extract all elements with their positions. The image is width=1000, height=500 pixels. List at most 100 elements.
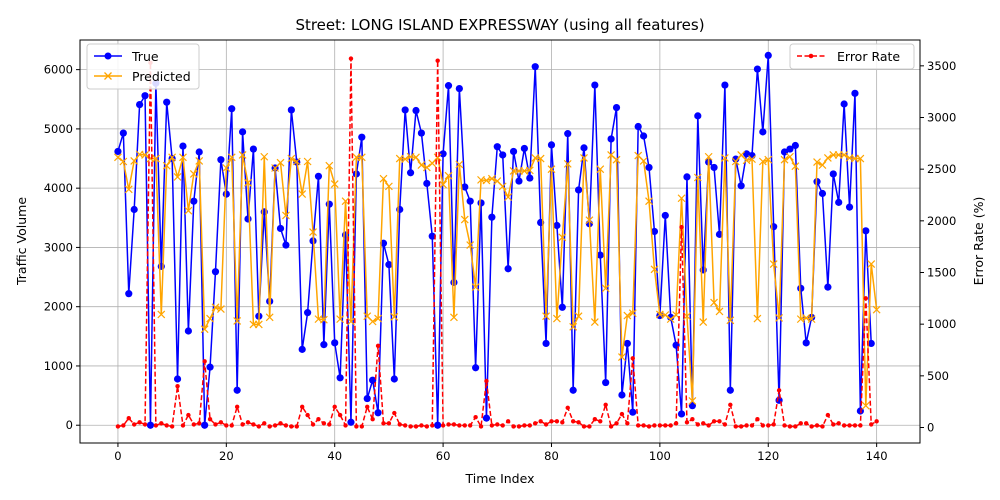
point-predicted bbox=[265, 313, 274, 322]
x-tick-label: 100 bbox=[649, 449, 671, 463]
point-error-rate bbox=[809, 424, 814, 429]
point-true bbox=[640, 132, 648, 140]
x-tick-label: 60 bbox=[436, 449, 451, 463]
point-error-rate bbox=[430, 423, 435, 428]
x-tick-label: 80 bbox=[544, 449, 559, 463]
point-error-rate bbox=[717, 419, 722, 424]
point-error-rate bbox=[299, 404, 305, 410]
point-predicted bbox=[720, 154, 729, 162]
point-predicted bbox=[525, 166, 534, 175]
point-predicted bbox=[368, 317, 377, 326]
point-true bbox=[553, 221, 561, 230]
point-error-rate bbox=[581, 424, 587, 429]
point-predicted bbox=[238, 151, 247, 159]
point-true bbox=[488, 213, 496, 221]
point-predicted bbox=[444, 171, 453, 180]
point-error-rate bbox=[489, 423, 495, 428]
point-true bbox=[304, 309, 312, 317]
point-true bbox=[564, 130, 572, 138]
point-predicted bbox=[379, 174, 388, 183]
legend-true-marker bbox=[104, 52, 112, 60]
legend-left: True Predicted bbox=[86, 43, 200, 90]
point-predicted bbox=[119, 157, 128, 166]
point-predicted bbox=[693, 173, 702, 182]
point-true bbox=[184, 327, 192, 335]
point-true bbox=[661, 211, 669, 220]
point-predicted bbox=[861, 401, 870, 410]
point-predicted bbox=[151, 154, 160, 163]
point-error-rate bbox=[614, 421, 619, 426]
point-true bbox=[862, 227, 870, 235]
point-error-rate bbox=[169, 424, 175, 429]
point-predicted bbox=[390, 312, 399, 321]
point-error-rate bbox=[630, 356, 635, 361]
point-true bbox=[385, 261, 393, 269]
point-error-rate bbox=[728, 402, 733, 407]
point-error-rate bbox=[831, 422, 836, 427]
point-error-rate bbox=[316, 417, 321, 422]
point-true bbox=[737, 182, 745, 190]
point-true bbox=[466, 197, 474, 205]
point-error-rate bbox=[711, 419, 717, 424]
point-error-rate bbox=[858, 423, 863, 428]
point-error-rate bbox=[424, 424, 430, 429]
point-error-rate bbox=[641, 423, 646, 428]
point-predicted bbox=[699, 318, 708, 327]
right-tick-label: 3000 bbox=[927, 111, 956, 125]
point-error-rate bbox=[126, 416, 131, 421]
point-error-rate bbox=[473, 414, 478, 420]
point-predicted bbox=[688, 396, 697, 405]
point-true bbox=[542, 339, 550, 348]
point-predicted bbox=[303, 157, 312, 166]
point-error-rate bbox=[755, 417, 760, 422]
point-error-rate bbox=[159, 421, 164, 426]
point-true bbox=[141, 92, 149, 100]
point-true bbox=[390, 375, 398, 383]
point-error-rate bbox=[164, 423, 169, 428]
point-true bbox=[228, 105, 236, 113]
point-error-rate bbox=[522, 423, 527, 428]
point-error-rate bbox=[354, 424, 359, 429]
point-predicted bbox=[818, 161, 827, 169]
point-error-rate bbox=[153, 423, 159, 428]
point-true bbox=[358, 133, 366, 141]
point-predicted bbox=[590, 318, 599, 327]
point-true bbox=[797, 284, 805, 292]
point-true bbox=[650, 227, 659, 236]
point-predicted bbox=[460, 215, 469, 224]
point-error-rate bbox=[587, 424, 592, 429]
point-error-rate bbox=[131, 422, 137, 427]
point-predicted bbox=[645, 197, 653, 206]
point-error-rate bbox=[272, 423, 278, 428]
point-predicted bbox=[558, 233, 567, 242]
point-predicted bbox=[758, 157, 767, 166]
point-predicted bbox=[677, 194, 686, 203]
point-error-rate bbox=[576, 420, 581, 425]
point-error-rate bbox=[213, 422, 218, 427]
point-error-rate bbox=[495, 422, 500, 427]
point-predicted bbox=[856, 154, 865, 163]
point-predicted bbox=[753, 314, 762, 323]
point-error-rate bbox=[175, 383, 180, 389]
point-predicted bbox=[206, 314, 214, 323]
point-predicted bbox=[612, 155, 621, 164]
right-tick-label: 3500 bbox=[927, 59, 956, 73]
point-true bbox=[759, 128, 767, 136]
point-true bbox=[526, 174, 534, 182]
point-true bbox=[520, 144, 528, 153]
point-error-rate bbox=[533, 421, 538, 426]
point-predicted bbox=[162, 161, 171, 170]
point-error-rate bbox=[625, 421, 630, 426]
point-error-rate bbox=[847, 423, 852, 428]
x-axis-ticks: 0 20 40 60 80 100 120 140 bbox=[114, 443, 888, 463]
point-error-rate bbox=[560, 420, 565, 425]
point-error-rate bbox=[516, 424, 522, 429]
point-predicted bbox=[254, 320, 263, 329]
point-true bbox=[694, 112, 702, 120]
point-error-rate bbox=[137, 420, 142, 425]
point-true bbox=[434, 421, 442, 429]
point-error-rate bbox=[289, 424, 294, 429]
point-error-rate bbox=[608, 424, 614, 429]
point-true bbox=[417, 129, 426, 137]
